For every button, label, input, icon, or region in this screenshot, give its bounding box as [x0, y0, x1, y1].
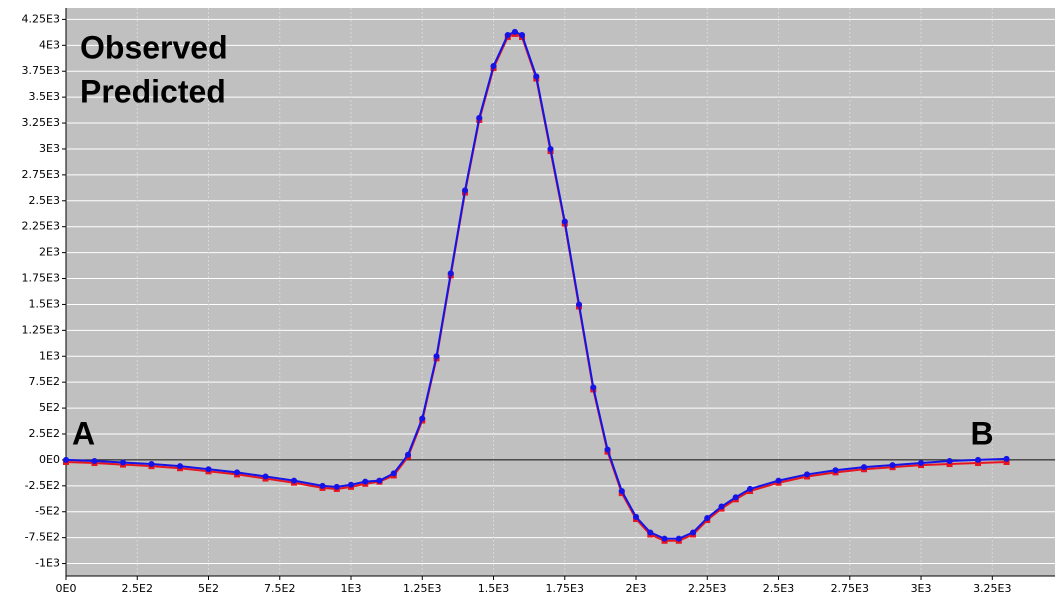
data-point — [918, 460, 925, 467]
x-tick-label: 1.25E3 — [403, 582, 441, 595]
y-tick-label: 2.25E3 — [22, 220, 60, 233]
data-point — [732, 494, 739, 501]
data-point — [476, 114, 483, 121]
data-point — [533, 73, 540, 80]
annotation: B — [971, 415, 994, 451]
data-point — [291, 477, 298, 484]
y-tick-label: 4.25E3 — [22, 12, 60, 25]
y-tick-label: 7.5E2 — [29, 375, 60, 388]
data-point — [405, 451, 412, 458]
x-tick-label: 1.5E3 — [478, 582, 509, 595]
data-point — [1003, 455, 1010, 462]
data-point — [120, 459, 127, 466]
data-point — [63, 456, 69, 463]
series-line — [65, 30, 1007, 540]
data-point — [447, 270, 454, 277]
data-point — [348, 481, 355, 488]
y-tick-label: 1E3 — [39, 349, 60, 362]
y-tick-label: 1.25E3 — [22, 323, 60, 336]
data-point — [633, 513, 640, 520]
x-tick-label: 3E3 — [911, 582, 932, 595]
y-tick-label: 2E3 — [39, 246, 60, 259]
data-point — [419, 415, 426, 422]
y-tick-label: 2.5E3 — [29, 194, 60, 207]
data-point — [889, 462, 896, 469]
data-point — [946, 461, 953, 468]
x-tick-label: 2E3 — [626, 582, 647, 595]
data-point — [547, 145, 554, 152]
data-point — [519, 31, 526, 38]
y-tick-label: 3.5E3 — [29, 90, 60, 103]
data-point — [462, 187, 469, 194]
y-tick-label: 1.5E3 — [29, 297, 60, 310]
x-tick-label: 2.75E3 — [831, 582, 869, 595]
y-tick-label: -1E3 — [35, 557, 60, 570]
x-tick-label: 2.25E3 — [688, 582, 726, 595]
data-point — [718, 503, 725, 510]
y-tick-label: -7.5E2 — [25, 531, 60, 544]
x-tick-label: 7.5E2 — [264, 582, 295, 595]
y-tick-label: 5E2 — [39, 401, 60, 414]
y-tick-label: 3E3 — [39, 142, 60, 155]
legend-label: Predicted — [80, 73, 226, 109]
data-point — [1003, 458, 1010, 465]
y-tick-label: 0E0 — [39, 453, 60, 466]
data-point — [775, 477, 782, 484]
x-tick-label: 5E2 — [198, 582, 219, 595]
x-tick-label: 2.5E2 — [122, 582, 153, 595]
data-point — [975, 460, 982, 467]
data-point — [362, 478, 369, 485]
plot-area — [66, 8, 1055, 576]
data-point — [511, 28, 518, 35]
y-tick-label: 3.25E3 — [22, 116, 60, 129]
y-tick-label: 2.5E2 — [29, 427, 60, 440]
data-point — [946, 457, 953, 464]
data-point — [561, 218, 568, 225]
x-tick-label: 1.75E3 — [546, 582, 584, 595]
data-point — [747, 485, 754, 492]
x-tick-label: 2.5E3 — [763, 582, 794, 595]
data-point — [205, 466, 212, 473]
data-point — [390, 470, 397, 477]
y-tick-label: 1.75E3 — [22, 272, 60, 285]
data-point — [319, 482, 326, 489]
y-tick-label: -2.5E2 — [25, 479, 60, 492]
data-point — [604, 446, 611, 453]
data-point — [618, 488, 625, 495]
x-tick-label: 3.25E3 — [973, 582, 1011, 595]
data-point — [148, 461, 155, 468]
data-point — [576, 301, 583, 308]
x-tick-label: 1E3 — [341, 582, 362, 595]
y-tick-label: 3.75E3 — [22, 64, 60, 77]
y-tick-label: 2.75E3 — [22, 168, 60, 181]
data-point — [262, 473, 269, 480]
data-point — [590, 384, 597, 391]
data-point — [234, 469, 241, 476]
data-point — [504, 31, 511, 38]
data-point — [177, 463, 184, 470]
data-point — [433, 353, 440, 360]
annotation: A — [72, 415, 95, 451]
data-point — [91, 457, 98, 464]
data-point — [647, 529, 654, 536]
data-point — [376, 477, 383, 484]
data-point — [704, 514, 711, 521]
data-point — [675, 535, 682, 542]
data-point — [832, 467, 839, 474]
y-tick-label: 4E3 — [39, 38, 60, 51]
data-point — [661, 535, 668, 542]
data-point — [804, 471, 811, 478]
data-point — [490, 63, 497, 70]
data-point — [975, 456, 982, 463]
data-point — [333, 483, 340, 490]
data-point — [861, 464, 868, 471]
y-tick-label: -5E2 — [35, 505, 60, 518]
legend-label: Observed — [80, 29, 228, 65]
x-tick-label: 0E0 — [56, 582, 77, 595]
data-point — [690, 529, 697, 536]
